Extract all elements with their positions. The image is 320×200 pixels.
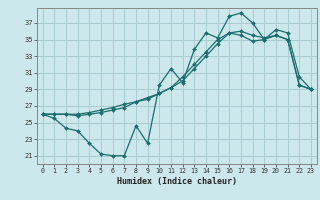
X-axis label: Humidex (Indice chaleur): Humidex (Indice chaleur) xyxy=(117,177,237,186)
